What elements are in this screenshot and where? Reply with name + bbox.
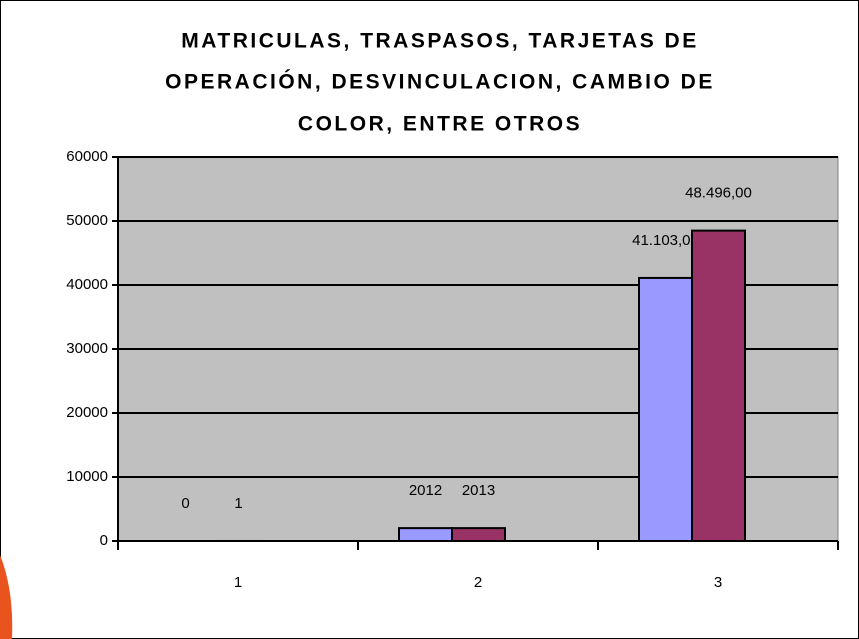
x-tick-label: 2 — [474, 574, 482, 591]
slide-decoration — [0, 555, 13, 639]
y-tick-label: 60000 — [66, 148, 108, 165]
y-tick-label: 20000 — [66, 404, 108, 421]
data-label: 48.496,00 — [685, 185, 752, 202]
y-tick-label: 10000 — [66, 468, 108, 485]
y-tick-label: 0 — [100, 532, 108, 549]
data-label: 41.103,00 — [632, 232, 699, 249]
data-label: 2012 — [409, 482, 442, 499]
chart-title: COLOR, ENTRE OTROS — [298, 113, 582, 136]
bar — [451, 527, 506, 543]
data-label: 2013 — [462, 482, 495, 499]
bar — [398, 527, 453, 543]
x-tick-label: 1 — [234, 574, 242, 591]
y-tick-label: 40000 — [66, 276, 108, 293]
x-tick-label: 3 — [714, 574, 722, 591]
data-label: 1 — [234, 495, 242, 512]
y-tick-label: 50000 — [66, 212, 108, 229]
bar — [691, 229, 746, 542]
y-tick-label: 30000 — [66, 340, 108, 357]
data-label: 0 — [181, 495, 189, 512]
bar — [638, 276, 693, 542]
chart-title: OPERACIÓN, DESVINCULACION, CAMBIO DE — [165, 70, 715, 94]
chart-title: MATRICULAS, TRASPASOS, TARJETAS DE — [181, 30, 698, 53]
